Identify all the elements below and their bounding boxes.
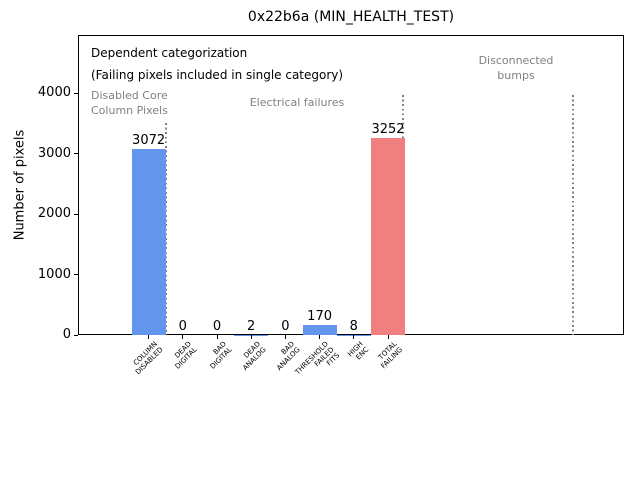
bar <box>302 324 337 335</box>
chart-annotation: Disconnected bumps <box>478 54 554 82</box>
x-tick-mark <box>182 335 184 339</box>
chart-annotation: Dependent categorization <box>91 46 248 60</box>
x-tick-label: TOTAL FAILING <box>377 340 405 371</box>
y-tick-mark <box>74 274 78 276</box>
x-tick-mark <box>250 335 252 339</box>
y-tick-mark <box>74 213 78 215</box>
x-tick-mark <box>387 335 389 339</box>
bar <box>131 149 166 335</box>
bar-value-label: 3252 <box>371 122 405 138</box>
category-separator-line <box>572 95 574 335</box>
plot-area <box>78 35 624 335</box>
y-tick-label: 4000 <box>37 85 71 101</box>
y-tick-label: 2000 <box>37 206 71 222</box>
bar-value-label: 8 <box>349 318 358 334</box>
x-tick-label: THRESHOLD FAILED FITS <box>293 340 342 377</box>
category-separator-line <box>165 123 167 335</box>
bar <box>371 138 405 335</box>
bar-value-label: 0 <box>281 319 290 334</box>
y-tick-label: 3000 <box>37 145 71 161</box>
x-tick-label: DEAD DIGITAL <box>173 340 200 371</box>
x-tick-label: DEAD ANALOG <box>241 340 268 373</box>
y-tick-mark <box>74 334 78 336</box>
chart-annotation: Disabled Core Column Pixels <box>91 89 168 117</box>
x-tick-mark <box>319 335 321 339</box>
x-tick-label: COLUMN DISABLED <box>132 340 165 377</box>
y-tick-mark <box>74 153 78 155</box>
bar-value-label: 2 <box>247 318 256 334</box>
y-tick-label: 0 <box>62 327 71 342</box>
x-tick-mark <box>148 335 150 339</box>
x-tick-mark <box>216 335 218 339</box>
bar-value-label: 3072 <box>132 133 166 149</box>
x-tick-mark <box>284 335 286 339</box>
y-tick-label: 1000 <box>37 266 71 282</box>
y-tick-mark <box>74 92 78 94</box>
x-tick-label: BAD DIGITAL <box>208 340 234 371</box>
chart-annotation: Electrical failures <box>249 96 345 109</box>
chart-annotation: (Failing pixels included in single categ… <box>91 68 344 82</box>
x-tick-mark <box>353 335 355 339</box>
chart-title: 0x22b6a (MIN_HEALTH_TEST) <box>247 9 455 25</box>
bar-value-label: 170 <box>307 308 332 324</box>
bar-value-label: 0 <box>178 319 187 334</box>
bar-value-label: 0 <box>212 319 222 334</box>
x-tick-label: HIGH ENC <box>346 340 371 362</box>
